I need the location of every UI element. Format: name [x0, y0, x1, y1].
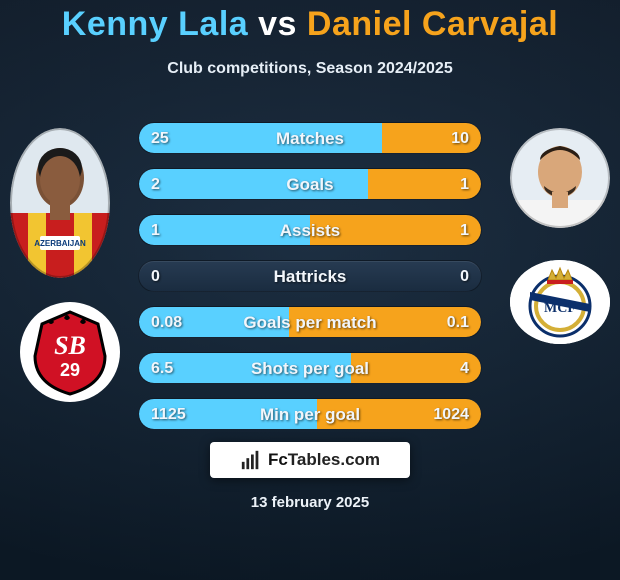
footer-text: FcTables.com — [268, 450, 380, 470]
stat-row: 11251024Min per goal — [138, 398, 482, 430]
brest-badge-svg: SB 29 — [20, 302, 120, 402]
svg-text:29: 29 — [60, 360, 80, 380]
player1-name: Kenny Lala — [62, 5, 248, 43]
player2-photo — [510, 128, 610, 228]
chart-icon — [240, 449, 262, 471]
player1-photo: AZERBAIJAN — [10, 128, 110, 278]
stat-label: Min per goal — [139, 399, 481, 429]
vs-text: vs — [258, 5, 297, 43]
stats-rows: 2510Matches 21Goals 11Assists 00Hattricks 0.… — [138, 122, 482, 444]
realmadrid-badge-svg: MCF — [510, 260, 610, 344]
player1-photo-svg: AZERBAIJAN — [10, 128, 110, 278]
stat-label: Goals — [139, 169, 481, 199]
stat-label: Assists — [139, 215, 481, 245]
player2-club-badge: MCF — [510, 260, 610, 344]
stat-row: 11Assists — [138, 214, 482, 246]
player1-club-badge: SB 29 — [20, 302, 120, 402]
svg-text:MCF: MCF — [544, 301, 576, 316]
svg-text:AZERBAIJAN: AZERBAIJAN — [34, 239, 86, 248]
stat-label: Matches — [139, 123, 481, 153]
footer-date: 13 february 2025 — [0, 494, 620, 511]
footer-brand: FcTables.com — [210, 442, 410, 478]
stat-row: 2510Matches — [138, 122, 482, 154]
player2-photo-svg — [510, 128, 610, 228]
stat-row: 6.54Shots per goal — [138, 352, 482, 384]
svg-text:SB: SB — [54, 331, 86, 360]
stat-row: 0.080.1Goals per match — [138, 306, 482, 338]
footer-pre: Fc — [268, 450, 288, 469]
stat-row: 00Hattricks — [138, 260, 482, 292]
comparison-title: Kenny Lala vs Daniel Carvajal — [0, 5, 620, 44]
footer-post: Tables.com — [288, 450, 380, 469]
player2-name: Daniel Carvajal — [307, 5, 558, 43]
stat-label: Goals per match — [139, 307, 481, 337]
stat-row: 21Goals — [138, 168, 482, 200]
subtitle: Club competitions, Season 2024/2025 — [0, 60, 620, 78]
stat-label: Shots per goal — [139, 353, 481, 383]
stat-label: Hattricks — [139, 261, 481, 291]
